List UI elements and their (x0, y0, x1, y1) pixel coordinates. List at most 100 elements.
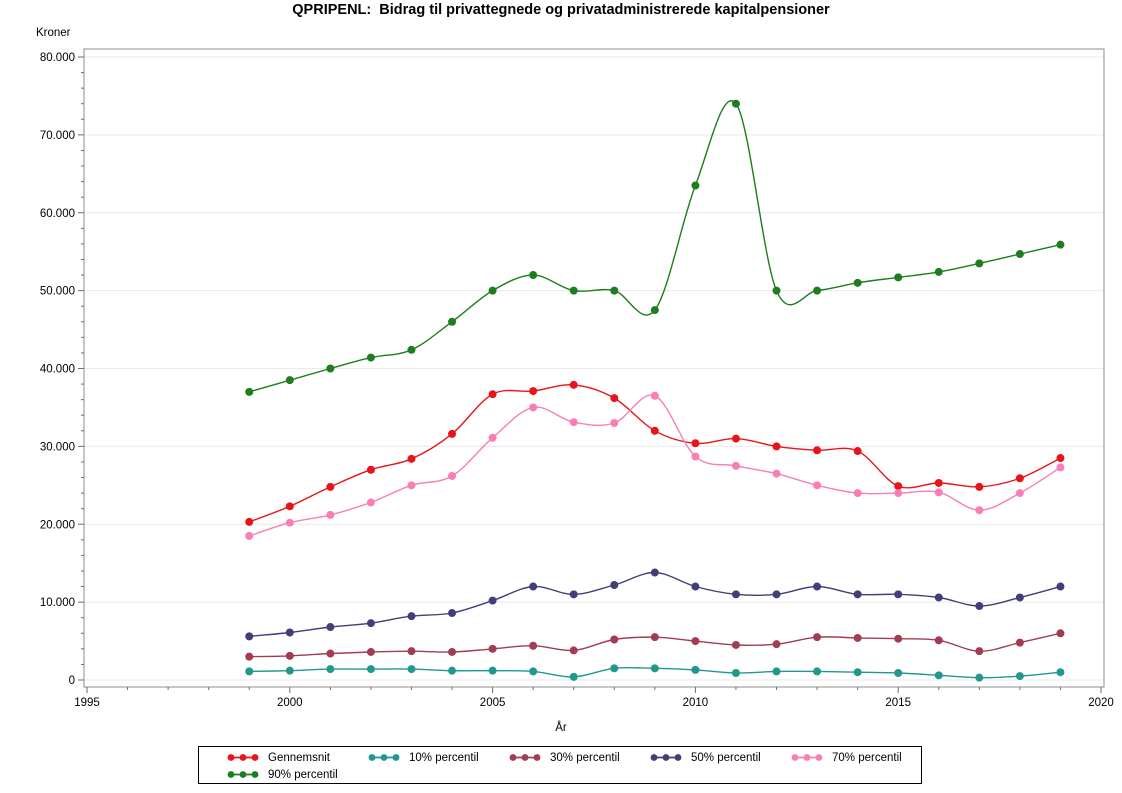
series-marker-30-percentil (934, 636, 943, 645)
series-marker-90-percentil (610, 286, 619, 295)
series-marker-90-percentil (366, 353, 375, 362)
series-marker-30-percentil (407, 647, 416, 656)
series-marker-10-percentil (691, 665, 700, 674)
x-tick-label: 2020 (1088, 697, 1114, 709)
series-marker-gennemsnit (894, 482, 903, 491)
series-marker-90-percentil (853, 278, 862, 287)
series-marker-70-percentil (569, 418, 578, 427)
series-marker-50-percentil (894, 590, 903, 599)
y-tick-label: 20.000 (40, 519, 75, 531)
legend-item: 70% percentil (791, 752, 932, 764)
series-marker-gennemsnit (407, 454, 416, 463)
series-marker-30-percentil (691, 637, 700, 646)
series-marker-90-percentil (285, 376, 294, 385)
legend-row: 90% percentil (199, 766, 921, 783)
series-marker-90-percentil (772, 286, 781, 295)
series-marker-90-percentil (650, 306, 659, 315)
y-axis-title: Kroner (36, 27, 71, 39)
series-marker-30-percentil (853, 633, 862, 642)
legend-item-label: 10% percentil (409, 751, 479, 764)
series-marker-70-percentil (285, 518, 294, 527)
series-marker-30-percentil (448, 647, 457, 656)
series-marker-30-percentil (245, 652, 254, 661)
series-marker-gennemsnit (569, 380, 578, 389)
series-marker-90-percentil (975, 259, 984, 268)
series-marker-30-percentil (1015, 638, 1024, 647)
legend-marker-icon (791, 754, 823, 761)
series-marker-gennemsnit (1015, 474, 1024, 483)
legend-row: Gennemsnit 10% percentil 30% percentil 50% … (199, 749, 921, 766)
y-tick-label: 50.000 (40, 286, 75, 298)
series-marker-90-percentil (1015, 250, 1024, 259)
legend-item: 30% percentil (509, 752, 650, 764)
legend-marker-icon (227, 754, 259, 761)
y-tick-label: 40.000 (40, 364, 75, 376)
series-marker-gennemsnit (488, 390, 497, 399)
series-marker-gennemsnit (731, 434, 740, 443)
legend-marker-icon (650, 754, 682, 761)
legend-item-label: 90% percentil (268, 768, 338, 781)
legend-marker-icon (227, 771, 259, 778)
series-marker-50-percentil (610, 580, 619, 589)
x-tick-label: 2005 (480, 697, 506, 709)
series-marker-50-percentil (245, 632, 254, 641)
series-marker-10-percentil (1015, 672, 1024, 681)
series-marker-90-percentil (934, 267, 943, 276)
series-marker-90-percentil (1056, 240, 1065, 249)
series-marker-30-percentil (529, 641, 538, 650)
series-marker-90-percentil (488, 286, 497, 295)
series-marker-50-percentil (448, 609, 457, 618)
series-marker-90-percentil (407, 345, 416, 354)
series-marker-70-percentil (650, 391, 659, 400)
series-marker-30-percentil (894, 634, 903, 643)
y-tick-label: 10.000 (40, 597, 75, 609)
legend-item-label: Gennemsnit (268, 751, 331, 764)
series-marker-50-percentil (569, 590, 578, 599)
series-marker-10-percentil (731, 668, 740, 677)
series-marker-gennemsnit (366, 465, 375, 474)
legend-item-label: 30% percentil (550, 751, 620, 764)
series-marker-50-percentil (285, 628, 294, 637)
series-marker-30-percentil (569, 646, 578, 655)
series-marker-90-percentil (813, 286, 822, 295)
series-marker-gennemsnit (853, 447, 862, 456)
series-marker-50-percentil (1056, 582, 1065, 591)
legend-item: 50% percentil (650, 752, 791, 764)
series-marker-70-percentil (813, 481, 822, 490)
series-marker-50-percentil (731, 590, 740, 599)
series-marker-30-percentil (285, 651, 294, 660)
series-marker-50-percentil (772, 590, 781, 599)
series-line-70-percentil (249, 394, 1061, 537)
legend-marker-icon (368, 754, 400, 761)
series-marker-70-percentil (610, 419, 619, 428)
series-marker-50-percentil (650, 568, 659, 577)
series-marker-70-percentil (245, 531, 254, 540)
series-marker-90-percentil (894, 273, 903, 282)
series-marker-50-percentil (326, 623, 335, 632)
series-marker-gennemsnit (245, 517, 254, 526)
series-marker-70-percentil (366, 498, 375, 507)
series-marker-10-percentil (853, 668, 862, 677)
y-tick-label: 80.000 (40, 52, 75, 64)
legend-marker-icon (509, 754, 541, 761)
series-marker-70-percentil (1015, 489, 1024, 498)
series-marker-30-percentil (366, 647, 375, 656)
series-marker-10-percentil (488, 666, 497, 675)
series-marker-90-percentil (245, 387, 254, 396)
series-marker-gennemsnit (529, 387, 538, 396)
series-marker-90-percentil (731, 99, 740, 108)
series-marker-10-percentil (610, 664, 619, 673)
series-marker-50-percentil (488, 596, 497, 605)
series-marker-30-percentil (610, 635, 619, 644)
series-marker-10-percentil (975, 673, 984, 682)
legend-item: Gennemsnit (227, 752, 368, 764)
series-marker-gennemsnit (448, 429, 457, 438)
y-tick-label: 60.000 (40, 208, 75, 220)
series-marker-70-percentil (894, 489, 903, 498)
series-marker-50-percentil (407, 612, 416, 621)
series-marker-70-percentil (488, 433, 497, 442)
series-marker-50-percentil (529, 582, 538, 591)
series-marker-70-percentil (731, 461, 740, 470)
series-marker-10-percentil (285, 666, 294, 675)
